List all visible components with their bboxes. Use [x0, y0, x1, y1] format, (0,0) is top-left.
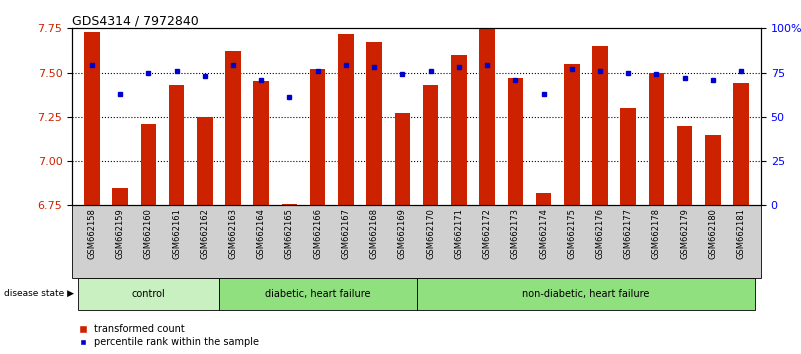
Bar: [310, 69, 325, 205]
Bar: [282, 204, 297, 205]
Bar: [84, 32, 99, 205]
Bar: [677, 126, 693, 205]
Text: GDS4314 / 7972840: GDS4314 / 7972840: [72, 14, 199, 27]
Bar: [451, 55, 467, 205]
Text: non-diabetic, heart failure: non-diabetic, heart failure: [522, 289, 650, 299]
Text: diabetic, heart failure: diabetic, heart failure: [265, 289, 370, 299]
Bar: [705, 135, 721, 205]
Text: control: control: [131, 289, 165, 299]
Bar: [169, 85, 184, 205]
Bar: [366, 42, 382, 205]
Bar: [508, 78, 523, 205]
Bar: [395, 113, 410, 205]
Bar: [197, 117, 212, 205]
Text: disease state ▶: disease state ▶: [4, 289, 74, 298]
Bar: [140, 124, 156, 205]
Bar: [338, 34, 354, 205]
Bar: [564, 64, 580, 205]
Bar: [734, 83, 749, 205]
Bar: [621, 108, 636, 205]
Bar: [536, 193, 551, 205]
Bar: [479, 28, 495, 205]
Bar: [423, 85, 438, 205]
Bar: [112, 188, 128, 205]
Bar: [225, 51, 241, 205]
Bar: [649, 73, 664, 205]
Bar: [592, 46, 608, 205]
Bar: [253, 81, 269, 205]
Legend: transformed count, percentile rank within the sample: transformed count, percentile rank withi…: [77, 322, 261, 349]
